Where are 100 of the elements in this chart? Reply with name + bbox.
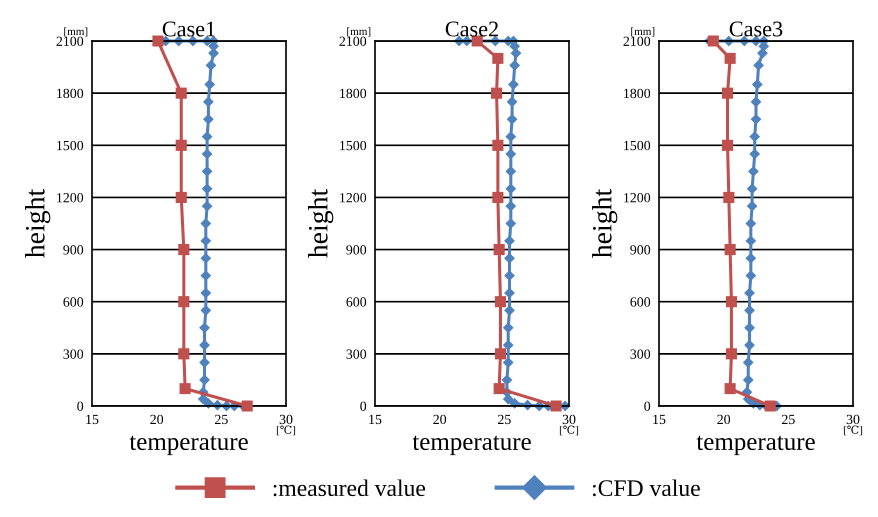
point <box>200 288 211 298</box>
point <box>503 394 514 404</box>
text: [mm] <box>631 27 654 36</box>
point <box>506 96 518 107</box>
legend-label: :measured value <box>274 480 426 496</box>
x-tick-label: 30 <box>280 414 292 424</box>
y-tick-label: 1500 <box>624 140 650 150</box>
point <box>750 131 760 142</box>
point <box>502 374 512 386</box>
point <box>503 357 514 368</box>
x-tick-label: 20 <box>433 414 446 424</box>
y-tick-label: 300 <box>63 349 84 359</box>
y-axis-title: height <box>308 188 334 258</box>
point <box>494 383 505 394</box>
x-tick-label: 15 <box>653 414 666 424</box>
point <box>744 322 755 333</box>
point <box>494 244 505 256</box>
point <box>176 88 187 99</box>
point <box>492 140 504 151</box>
point <box>178 348 190 360</box>
y-tick-label: 2100 <box>56 36 84 46</box>
point <box>178 296 190 308</box>
point <box>202 184 212 194</box>
point <box>506 166 516 176</box>
point <box>504 305 515 316</box>
point <box>747 184 758 194</box>
point <box>200 270 211 281</box>
point <box>492 52 504 64</box>
point <box>504 270 515 281</box>
point <box>506 148 516 160</box>
point <box>202 166 212 176</box>
point <box>753 60 764 70</box>
x-tick-label: 30 <box>846 414 860 424</box>
point <box>750 96 762 107</box>
y-tick-label: 300 <box>630 349 650 359</box>
y-tick-label: 0 <box>77 402 84 411</box>
point <box>492 192 504 203</box>
point <box>206 60 216 70</box>
text: [℃] <box>276 426 296 436</box>
point <box>750 114 762 124</box>
point <box>203 96 214 107</box>
y-tick-label: 600 <box>63 297 84 307</box>
point <box>723 192 734 203</box>
point <box>491 88 502 99</box>
point <box>744 288 755 298</box>
point <box>510 48 522 58</box>
point <box>176 140 187 151</box>
x-tick-label: 25 <box>215 414 228 424</box>
point <box>744 340 755 350</box>
point <box>550 400 562 412</box>
point <box>708 35 719 47</box>
point <box>724 52 736 64</box>
point <box>203 114 214 124</box>
point <box>746 270 756 281</box>
point <box>494 348 506 360</box>
point <box>200 236 211 246</box>
point <box>510 60 520 70</box>
point <box>494 296 506 308</box>
x-axis-title: temperature <box>412 436 531 456</box>
text: [mm] <box>347 27 370 36</box>
point <box>743 357 754 368</box>
point <box>743 374 754 386</box>
y-tick-label: 1800 <box>624 88 650 98</box>
point <box>744 305 755 316</box>
point <box>506 131 516 142</box>
point <box>503 340 514 350</box>
y-tick-label: 600 <box>630 297 650 307</box>
point <box>202 131 212 142</box>
point <box>199 357 210 368</box>
point <box>748 166 759 176</box>
point <box>199 374 210 386</box>
point <box>506 201 516 212</box>
point <box>504 236 515 246</box>
y-tick-label: 300 <box>346 349 366 359</box>
y-tick-label: 0 <box>644 402 650 411</box>
y-tick-label: 1200 <box>624 193 650 202</box>
point <box>747 201 758 212</box>
point <box>503 322 514 333</box>
point <box>504 253 515 264</box>
y-tick-label: 0 <box>360 402 366 411</box>
x-tick-label: 15 <box>86 414 98 424</box>
y-tick-label: 600 <box>346 297 366 307</box>
text: [℃] <box>844 426 862 436</box>
x-tick-label: 25 <box>498 414 511 424</box>
y-tick-label: 900 <box>346 245 366 255</box>
y-tick-label: 1500 <box>340 140 366 150</box>
x-axis-title: temperature <box>696 436 815 456</box>
point <box>199 340 210 350</box>
y-tick-label: 1500 <box>57 140 84 150</box>
y-tick-label: 1800 <box>340 88 366 98</box>
point <box>746 236 756 246</box>
point <box>200 218 211 229</box>
point <box>200 305 211 316</box>
point <box>750 148 760 160</box>
point <box>508 79 518 90</box>
x-tick-label: 25 <box>782 414 795 424</box>
point <box>724 244 736 256</box>
point <box>180 383 191 394</box>
y-tick-label: 1200 <box>57 193 84 202</box>
x-tick-label: 20 <box>150 414 164 424</box>
